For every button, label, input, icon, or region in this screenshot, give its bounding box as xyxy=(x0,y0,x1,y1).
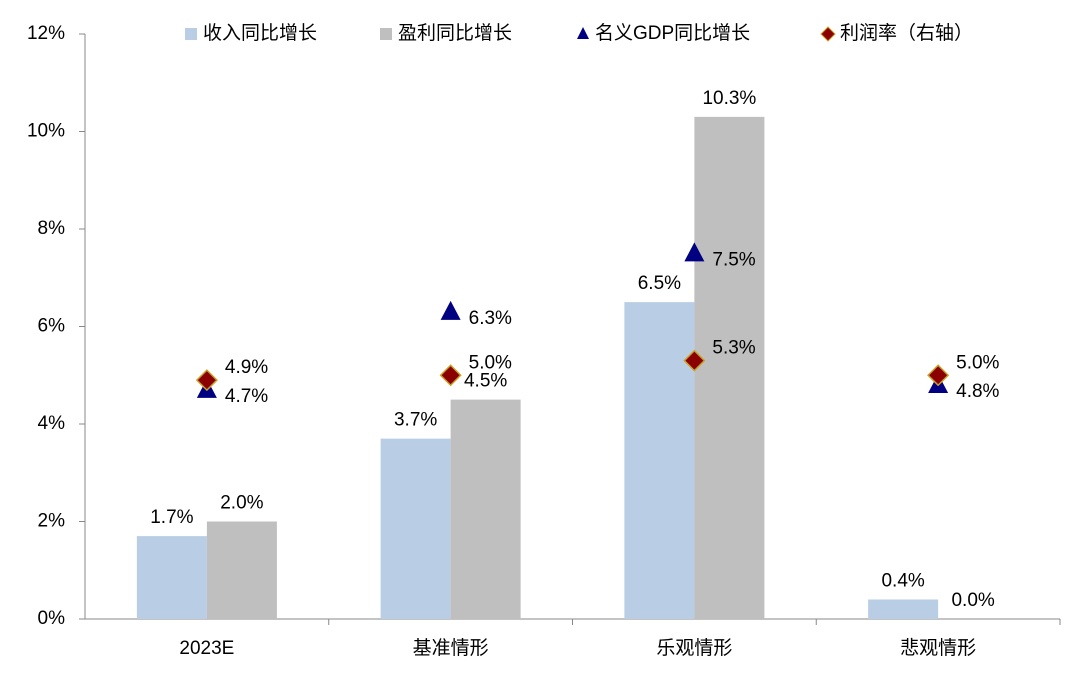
bar xyxy=(624,302,695,619)
legend-label: 名义GDP同比增长 xyxy=(595,22,750,44)
bar xyxy=(206,521,277,619)
data-label: 6.3% xyxy=(469,308,512,329)
triangle-marker xyxy=(684,242,705,262)
data-label: 5.0% xyxy=(469,352,512,373)
y-tick-label: 4% xyxy=(38,413,66,434)
data-label: 4.5% xyxy=(464,371,507,392)
diamond-marker xyxy=(439,364,462,387)
legend-swatch xyxy=(380,28,392,40)
bar xyxy=(694,116,765,619)
legend-label: 利润率（右轴） xyxy=(840,22,973,44)
x-tick-label: 乐观情形 xyxy=(656,637,732,659)
x-tick-label: 悲观情形 xyxy=(900,637,976,659)
data-label: 5.3% xyxy=(712,338,755,359)
y-tick-label: 12% xyxy=(27,23,65,44)
diamond-marker xyxy=(683,349,706,372)
data-label: 3.7% xyxy=(394,410,437,431)
data-label: 4.9% xyxy=(225,357,268,378)
data-label: 4.7% xyxy=(225,386,268,407)
data-label: 7.5% xyxy=(712,249,755,270)
legend-label: 收入同比增长 xyxy=(203,22,317,44)
y-tick-label: 10% xyxy=(27,121,65,142)
legend-swatch xyxy=(185,28,197,40)
data-label: 0.4% xyxy=(881,571,924,592)
data-label: 10.3% xyxy=(702,88,756,109)
diamond-marker xyxy=(195,369,218,392)
bar xyxy=(868,599,939,619)
triangle-marker xyxy=(440,300,461,320)
x-tick-label: 基准情形 xyxy=(413,637,489,659)
y-tick-label: 2% xyxy=(38,511,66,532)
y-tick-label: 8% xyxy=(38,218,66,239)
x-tick-label: 2023E xyxy=(179,638,234,659)
y-tick-label: 0% xyxy=(38,608,66,629)
legend-swatch xyxy=(820,26,836,42)
data-label: 4.8% xyxy=(956,381,999,402)
data-label: 0.0% xyxy=(951,590,994,611)
legend-label: 盈利同比增长 xyxy=(398,22,512,44)
legend-swatch xyxy=(577,27,589,39)
data-label: 2.0% xyxy=(220,493,263,514)
data-label: 6.5% xyxy=(638,273,681,294)
data-label: 5.0% xyxy=(956,352,999,373)
bar xyxy=(136,536,207,619)
diamond-marker xyxy=(927,364,950,387)
y-tick-label: 6% xyxy=(38,316,66,337)
bar xyxy=(380,438,451,619)
data-label: 1.7% xyxy=(150,507,193,528)
bar xyxy=(450,399,521,619)
